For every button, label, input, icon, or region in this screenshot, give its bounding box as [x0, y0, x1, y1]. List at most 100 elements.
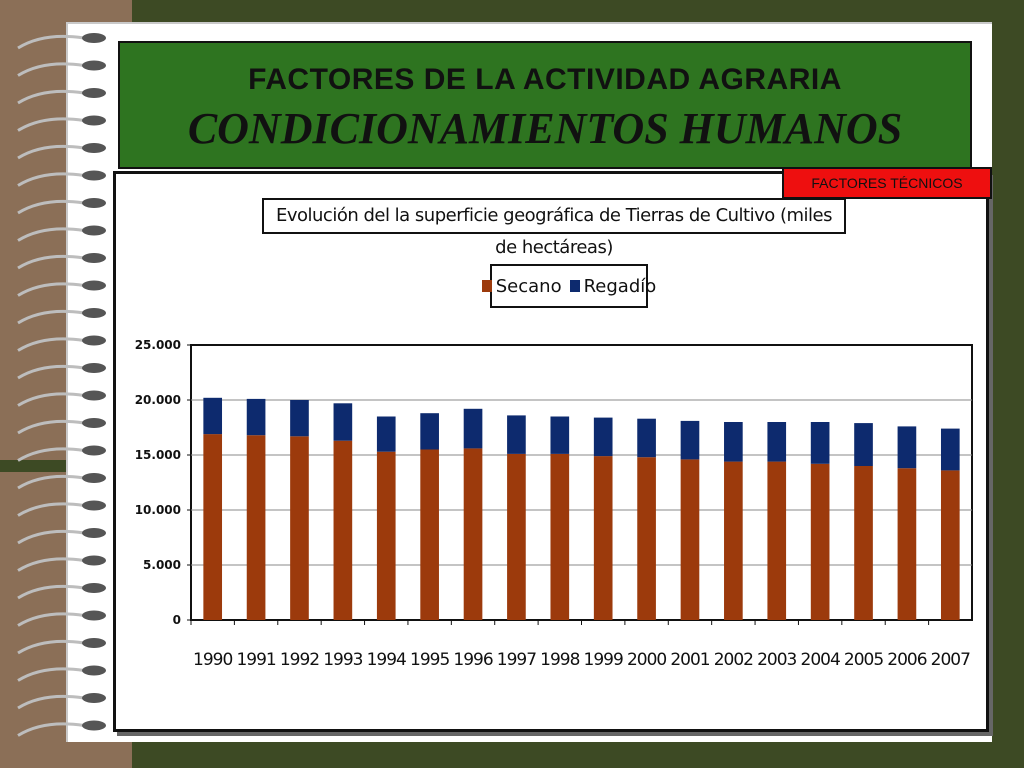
y-tick-label: 0 — [173, 613, 181, 627]
x-tick-label: 2005 — [844, 650, 883, 670]
x-tick-label: 1997 — [497, 650, 536, 670]
bar-regadio-1992 — [290, 400, 309, 437]
spiral-hole — [82, 170, 106, 181]
bar-secano-1995 — [420, 449, 439, 620]
bar-regadio-1999 — [593, 417, 613, 457]
chart-legend: Secano Regadío — [481, 264, 656, 308]
bar-regadio-2005 — [854, 423, 873, 466]
spiral-hole — [82, 500, 106, 511]
bar-secano-1996 — [463, 448, 483, 620]
bar-regadio-2003 — [767, 422, 787, 462]
spiral-ring — [17, 144, 85, 160]
spiral-ring — [17, 227, 85, 242]
bar-regadio-1998 — [550, 416, 570, 454]
x-tick-label: 2002 — [714, 650, 753, 670]
spiral-hole — [82, 665, 106, 676]
bar-secano-1993 — [333, 440, 353, 620]
spiral-ring — [17, 639, 85, 655]
x-tick-label: 2001 — [670, 650, 709, 670]
bar-secano-2000 — [637, 457, 656, 620]
spiral-ring — [17, 612, 85, 627]
bar-regadio-1994 — [376, 416, 396, 452]
x-tick-label: 1998 — [540, 650, 579, 670]
y-tick-label: 10.000 — [135, 503, 181, 517]
bar-regadio-2002 — [724, 422, 743, 462]
legend-swatch-regadio — [569, 280, 580, 292]
spiral-hole — [82, 473, 106, 483]
spiral-ring — [17, 667, 85, 682]
spiral-hole — [82, 198, 106, 208]
bar-regadio-1991 — [246, 398, 266, 436]
spiral-hole — [82, 693, 106, 703]
spiral-ring — [17, 254, 85, 270]
bar-regadio-1996 — [463, 408, 483, 449]
bar-secano-2007 — [940, 470, 960, 620]
spiral-hole — [82, 555, 106, 566]
bar-secano-1999 — [593, 456, 613, 620]
spiral-hole — [82, 720, 106, 731]
bar-regadio-2001 — [680, 420, 700, 460]
plot-area — [190, 344, 973, 621]
spiral-hole — [82, 225, 106, 236]
spiral-hole — [82, 33, 106, 43]
x-tick-label: 1993 — [323, 650, 362, 670]
x-tick-label: 2003 — [757, 650, 796, 670]
spiral-ring — [17, 584, 85, 600]
spiral-hole — [82, 638, 106, 648]
spiral-binding — [17, 33, 106, 737]
slide-title: FACTORES DE LA ACTIVIDAD AGRARIA — [248, 63, 842, 96]
spiral-ring — [17, 282, 85, 297]
legend-item-regadio: Regadío — [569, 276, 656, 297]
y-tick-label: 25.000 — [135, 338, 181, 352]
x-tick-label: 1996 — [453, 650, 492, 670]
bar-secano-1991 — [246, 435, 266, 620]
x-tick-label: 1999 — [584, 650, 623, 670]
x-tick-label: 2006 — [887, 650, 926, 670]
bar-secano-1994 — [376, 451, 396, 620]
x-tick-label: 1992 — [280, 650, 319, 670]
spiral-ring — [17, 722, 85, 737]
spiral-hole — [82, 88, 106, 98]
spiral-hole — [82, 363, 106, 373]
bar-secano-2004 — [810, 463, 830, 620]
bar-secano-1997 — [507, 453, 526, 620]
spiral-ring — [17, 309, 85, 325]
x-tick-label: 1994 — [367, 650, 406, 670]
header-banner: FACTORES DE LA ACTIVIDAD AGRARIA CONDICI… — [118, 41, 972, 169]
spiral-ring — [17, 34, 85, 50]
y-tick-label: 5.000 — [143, 558, 181, 572]
spiral-ring — [17, 199, 85, 215]
x-tick-label: 1990 — [193, 650, 232, 670]
x-tick-label: 2007 — [931, 650, 970, 670]
spiral-hole — [82, 335, 106, 346]
x-tick-label: 2004 — [801, 650, 840, 670]
spiral-ring — [17, 62, 85, 77]
bar-regadio-2004 — [810, 422, 830, 464]
spiral-ring — [17, 392, 85, 407]
y-tick-label: 15.000 — [135, 448, 181, 462]
spiral-ring — [17, 694, 85, 710]
spiral-hole — [82, 253, 106, 263]
spiral-hole — [82, 610, 106, 621]
spiral-hole — [82, 280, 106, 291]
spiral-hole — [82, 115, 106, 126]
bar-regadio-2007 — [940, 428, 960, 471]
spiral-ring — [17, 172, 85, 187]
spiral-hole — [82, 583, 106, 593]
bar-secano-2002 — [724, 461, 743, 620]
bar-secano-1998 — [550, 453, 570, 620]
spiral-hole — [82, 418, 106, 428]
y-tick-label: 20.000 — [135, 393, 181, 407]
spiral-ring — [17, 337, 85, 352]
bar-regadio-1997 — [507, 415, 526, 454]
legend-swatch-secano — [481, 280, 492, 292]
x-tick-label: 2000 — [627, 650, 666, 670]
x-tick-label: 1995 — [410, 650, 449, 670]
legend-item-secano: Secano — [481, 276, 562, 297]
spiral-ring — [17, 502, 85, 517]
bar-regadio-1995 — [420, 413, 439, 450]
factores-tecnicos-badge[interactable]: FACTORES TÉCNICOS — [782, 167, 992, 199]
spiral-ring — [17, 529, 85, 545]
x-tick-label: 1991 — [236, 650, 275, 670]
